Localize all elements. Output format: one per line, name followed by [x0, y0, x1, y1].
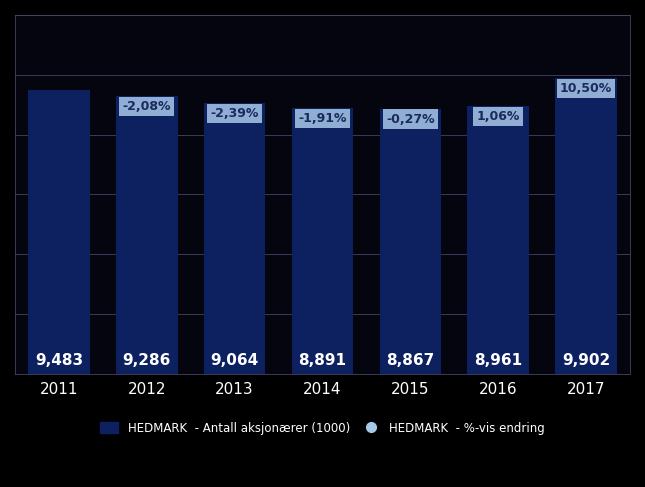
- Text: 9,286: 9,286: [123, 353, 171, 368]
- Legend: HEDMARK  - Antall aksjonærer (1000), HEDMARK  - %-vis endring: HEDMARK - Antall aksjonærer (1000), HEDM…: [95, 417, 550, 440]
- Text: 8,891: 8,891: [299, 353, 346, 368]
- Text: 1,06%: 1,06%: [477, 110, 520, 123]
- Text: -0,27%: -0,27%: [386, 112, 435, 126]
- Bar: [204, 103, 265, 374]
- Bar: [555, 78, 617, 374]
- Text: 9,064: 9,064: [210, 353, 259, 368]
- Text: 9,483: 9,483: [35, 353, 83, 368]
- Text: 9,902: 9,902: [562, 353, 610, 368]
- Bar: [380, 109, 441, 374]
- Text: 8,867: 8,867: [386, 353, 435, 368]
- Bar: [116, 96, 177, 374]
- Bar: [468, 106, 529, 374]
- Text: -2,39%: -2,39%: [210, 107, 259, 120]
- Text: 10,50%: 10,50%: [560, 82, 612, 94]
- Text: -2,08%: -2,08%: [123, 100, 171, 113]
- Bar: [292, 108, 353, 374]
- Text: -1,91%: -1,91%: [298, 112, 347, 125]
- Bar: [28, 90, 90, 374]
- Text: 8,961: 8,961: [474, 353, 522, 368]
